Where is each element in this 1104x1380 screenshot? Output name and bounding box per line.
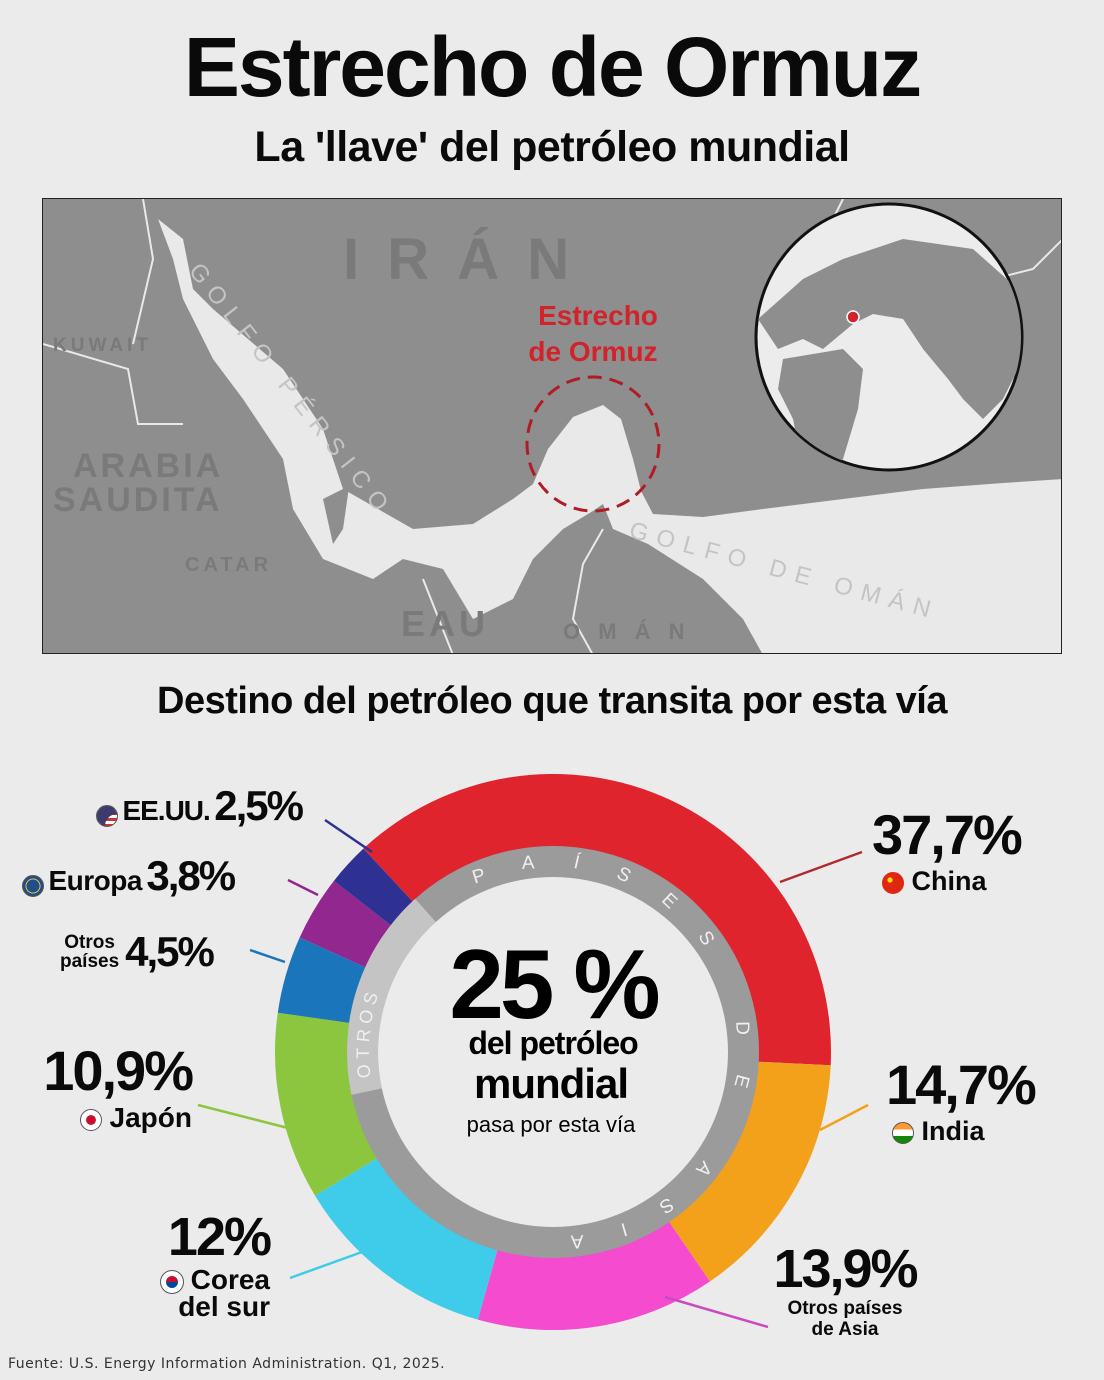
- map-country-labels: I R Á N KUWAIT ARABIA SAUDITA CATAR EAU …: [53, 227, 691, 644]
- label-india: 14,7% India: [886, 1053, 1037, 1147]
- label-europa: Europa 3,8%: [22, 852, 236, 900]
- label-india-name: India: [921, 1116, 985, 1146]
- label-strait-1: Estrecho: [538, 300, 658, 331]
- slice-otros-países: [277, 937, 367, 1024]
- label-eeuu-value: 2,5%: [214, 782, 304, 829]
- label-eau: EAU: [401, 603, 489, 644]
- slice-japón: [275, 1012, 378, 1196]
- leader-otros: [249, 948, 286, 964]
- slice-corea-del-sur: [315, 1157, 498, 1320]
- label-corea-name-2: del sur: [178, 1291, 270, 1322]
- label-arabia-2: SAUDITA: [53, 481, 223, 519]
- label-corea-value: 12%: [167, 1207, 272, 1267]
- label-otros-asia: 13,9% Otros países de Asia: [762, 1240, 928, 1340]
- center-line-1: del petróleo: [468, 1025, 638, 1061]
- strait-map: I R Á N KUWAIT ARABIA SAUDITA CATAR EAU …: [42, 198, 1062, 654]
- label-europa-name: Europa: [48, 865, 142, 896]
- section-heading: Destino del petróleo que transita por es…: [157, 680, 947, 722]
- label-strait-2: de Ormuz: [528, 336, 657, 367]
- label-eeuu: EE.UU. 2,5%: [96, 782, 304, 830]
- label-kuwait: KUWAIT: [53, 335, 152, 356]
- label-otros-line-2: países: [60, 951, 120, 972]
- center-line-3: pasa por esta vía: [467, 1112, 637, 1137]
- globe-inset: [754, 202, 1024, 472]
- eu-flag-icon: [22, 874, 44, 897]
- center-disc: [378, 877, 728, 1227]
- label-otros-asia-name-1: Otros países: [787, 1298, 903, 1319]
- slice-ee-uu-: [333, 848, 414, 926]
- page-title: Estrecho de Ormuz: [183, 20, 922, 114]
- label-eeuu-name: EE.UU.: [122, 795, 210, 826]
- leader-europa: [287, 878, 319, 897]
- label-corea-name-1: Corea: [190, 1264, 270, 1295]
- leader-otros-asia: [664, 1295, 769, 1329]
- source-footer: Fuente: U.S. Energy Information Administ…: [8, 1356, 446, 1372]
- label-otros-asia-name-2: de Asia: [811, 1319, 879, 1340]
- donut-chart: PAÍSES DE ASIA OTROS 25 % del petróleo m…: [197, 774, 869, 1330]
- location-dot: [846, 310, 860, 324]
- label-japon: 10,9% Japón: [12, 1039, 194, 1134]
- slice-china: [363, 774, 831, 1066]
- slice-india: [668, 1061, 831, 1282]
- label-arabia-1: ARABIA: [73, 447, 223, 485]
- slice-otros-países-de-asia: [477, 1221, 710, 1330]
- label-india-value: 14,7%: [886, 1053, 1037, 1116]
- page-subtitle: La 'llave' del petróleo mundial: [254, 123, 850, 171]
- label-otros: Otros países 4,5%: [60, 928, 215, 976]
- label-china-name: China: [911, 866, 987, 896]
- us-flag-icon: [96, 804, 118, 827]
- label-otros-line-1: Otros: [64, 932, 115, 953]
- slice-europa: [299, 880, 392, 968]
- water-gulf: [158, 219, 1061, 653]
- label-japon-name: Japón: [109, 1102, 192, 1133]
- leader-eeuu: [324, 818, 373, 854]
- leader-corea: [289, 1250, 363, 1280]
- japan-flag-icon: [79, 1108, 102, 1131]
- leader-india: [819, 1103, 869, 1132]
- korea-flag-icon: [159, 1269, 184, 1294]
- label-oman: O M Á N: [563, 619, 691, 644]
- china-flag-icon: [882, 871, 904, 894]
- label-iran: I R Á N: [343, 227, 575, 292]
- strait-highlight-circle: [525, 375, 661, 513]
- center-big-value: 25 %: [449, 929, 658, 1039]
- center-line-2: mundial: [474, 1060, 628, 1107]
- label-china: 37,7% China: [872, 803, 1023, 897]
- label-catar: CATAR: [185, 554, 272, 576]
- label-otros-asia-value: 13,9%: [773, 1239, 918, 1299]
- label-europa-value: 3,8%: [146, 852, 236, 899]
- label-corea: 12% Corea del sur: [130, 1207, 272, 1322]
- leader-japon: [197, 1103, 289, 1130]
- label-china-value: 37,7%: [872, 803, 1023, 866]
- inner-ring-otros-segment: [347, 898, 436, 1095]
- map-svg: I R Á N KUWAIT ARABIA SAUDITA CATAR EAU …: [43, 199, 1061, 653]
- leader-china: [779, 850, 863, 884]
- india-flag-icon: [892, 1121, 914, 1144]
- leader-lines: [197, 818, 869, 1329]
- label-japon-value: 10,9%: [43, 1039, 194, 1102]
- qatar: [323, 459, 353, 544]
- label-otros-value: 4,5%: [125, 928, 215, 975]
